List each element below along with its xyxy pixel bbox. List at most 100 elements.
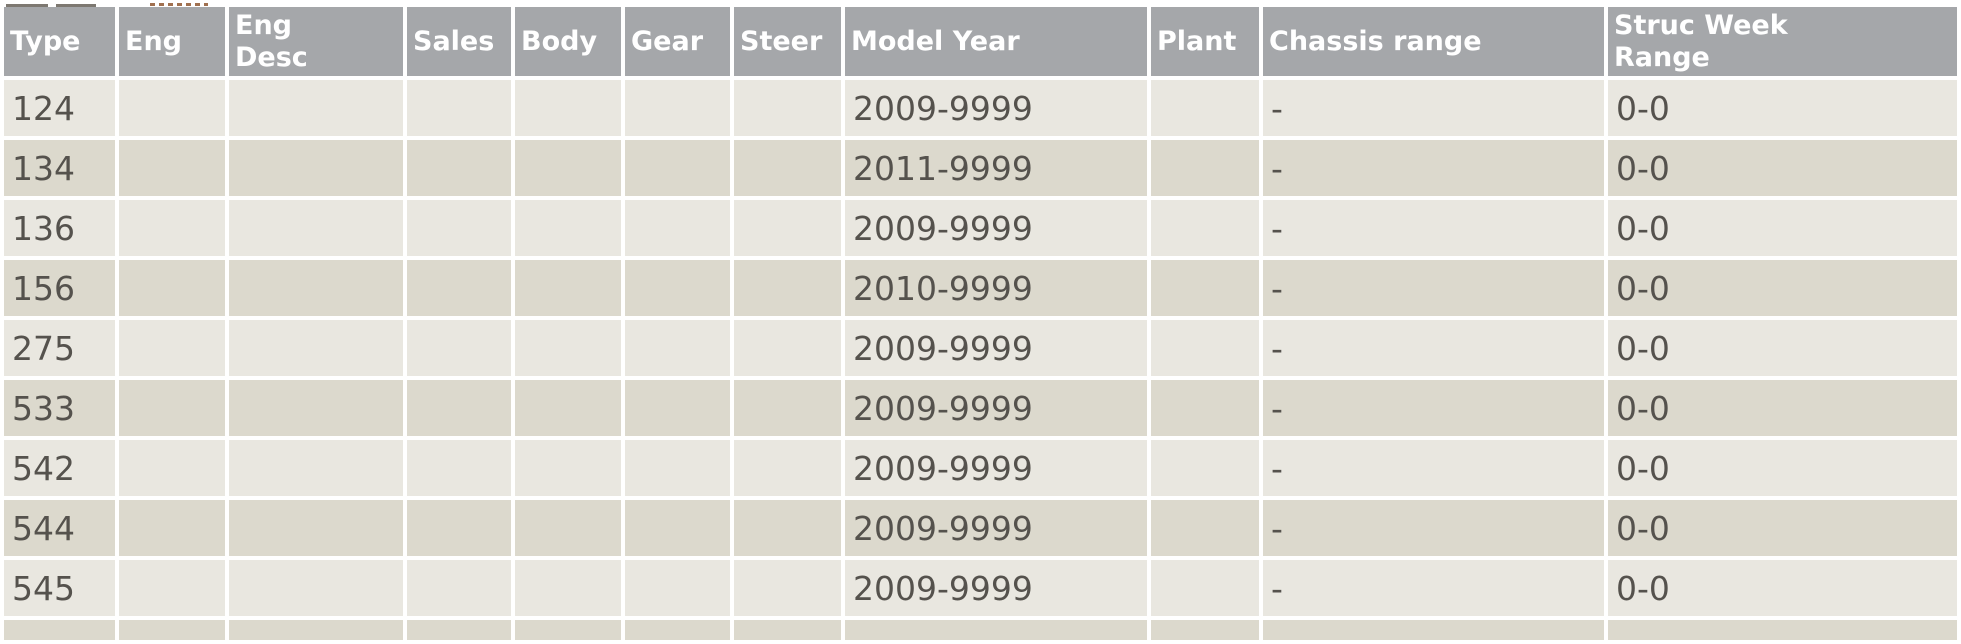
table-header-row: Type Eng Eng Desc Sales Body Gear Steer … (4, 7, 1957, 76)
cell-body (515, 320, 621, 376)
cell-type: 545 (4, 560, 115, 616)
cell-gear (625, 380, 730, 436)
cell-plant (1151, 320, 1259, 376)
cell-sales (407, 620, 511, 640)
cell-struc-week-range: 0-0 (1608, 200, 1957, 256)
column-header-type: Type (4, 7, 115, 76)
cell-chassis-range: - (1263, 500, 1604, 556)
cell-sales (407, 260, 511, 316)
cell-eng (119, 500, 225, 556)
cell-gear (625, 500, 730, 556)
cell-model-year: 2009-9999 (845, 560, 1147, 616)
cell-steer (734, 620, 841, 640)
cell-eng-desc (229, 440, 403, 496)
cell-body (515, 500, 621, 556)
cell-eng-desc (229, 380, 403, 436)
cropped-text-fragment (56, 4, 96, 7)
cell-eng-desc (229, 140, 403, 196)
column-header-eng: Eng (119, 7, 225, 76)
cell-plant (1151, 440, 1259, 496)
table-row[interactable]: 156 2010-9999 - 0-0 (4, 260, 1957, 316)
cell-sales (407, 80, 511, 136)
cell-model-year: 2009-9999 (845, 200, 1147, 256)
cell-gear (625, 440, 730, 496)
column-header-eng-desc: Eng Desc (229, 7, 403, 76)
column-header-sales: Sales (407, 7, 511, 76)
cell-chassis-range: - (1263, 380, 1604, 436)
cell-struc-week-range: 0-0 (1608, 440, 1957, 496)
cell-struc-week-range: 0-0 (1608, 80, 1957, 136)
table-row[interactable]: 533 2009-9999 - 0-0 (4, 380, 1957, 436)
cell-gear (625, 80, 730, 136)
cell-sales (407, 440, 511, 496)
cell-body (515, 560, 621, 616)
cell-gear (625, 200, 730, 256)
column-header-steer: Steer (734, 7, 841, 76)
cell-struc-week-range: 0-0 (1608, 500, 1957, 556)
cell-eng-desc (229, 200, 403, 256)
cell-gear (625, 320, 730, 376)
cell-steer (734, 200, 841, 256)
table-row[interactable]: 544 2009-9999 - 0-0 (4, 500, 1957, 556)
cell-type: 134 (4, 140, 115, 196)
cell-sales (407, 200, 511, 256)
cell-steer (734, 440, 841, 496)
cell-body (515, 380, 621, 436)
cell-type: 275 (4, 320, 115, 376)
table-row[interactable]: 545 2009-9999 - 0-0 (4, 560, 1957, 616)
cell-eng-desc (229, 620, 403, 640)
column-header-model-year: Model Year (845, 7, 1147, 76)
cell-body (515, 200, 621, 256)
cropped-text-fragment (6, 4, 48, 7)
cell-struc-week-range: 0-0 (1608, 140, 1957, 196)
table-row[interactable]: 542 2009-9999 - 0-0 (4, 440, 1957, 496)
table-row[interactable]: 134 2011-9999 - 0-0 (4, 140, 1957, 196)
cell-struc-week-range (1608, 620, 1957, 640)
column-header-plant: Plant (1151, 7, 1259, 76)
cell-eng (119, 380, 225, 436)
cell-eng-desc (229, 320, 403, 376)
cell-gear (625, 620, 730, 640)
cell-eng (119, 80, 225, 136)
cell-eng (119, 440, 225, 496)
cell-body (515, 620, 621, 640)
table-body: 124 2009-9999 - 0-0 134 2011-9999 - 0-0 … (4, 80, 1957, 640)
cell-struc-week-range: 0-0 (1608, 560, 1957, 616)
table-row[interactable]: 275 2009-9999 - 0-0 (4, 320, 1957, 376)
cell-body (515, 80, 621, 136)
cell-plant (1151, 620, 1259, 640)
cell-eng (119, 200, 225, 256)
cell-model-year: 2009-9999 (845, 320, 1147, 376)
cell-eng-desc (229, 80, 403, 136)
cell-eng (119, 260, 225, 316)
cell-chassis-range (1263, 620, 1604, 640)
cell-struc-week-range: 0-0 (1608, 380, 1957, 436)
cell-model-year: 2009-9999 (845, 80, 1147, 136)
column-header-struc-week-range: Struc Week Range (1608, 7, 1957, 76)
cell-plant (1151, 260, 1259, 316)
cell-eng-desc (229, 500, 403, 556)
cell-model-year: 2009-9999 (845, 380, 1147, 436)
cell-plant (1151, 560, 1259, 616)
cell-steer (734, 380, 841, 436)
cell-steer (734, 500, 841, 556)
cell-sales (407, 380, 511, 436)
cell-chassis-range: - (1263, 440, 1604, 496)
table-row[interactable]: 136 2009-9999 - 0-0 (4, 200, 1957, 256)
cell-eng (119, 620, 225, 640)
cropped-next-row (4, 620, 1957, 640)
cell-body (515, 440, 621, 496)
cell-type: 533 (4, 380, 115, 436)
cell-chassis-range: - (1263, 80, 1604, 136)
cell-eng-desc (229, 560, 403, 616)
cropped-text-fragment (150, 3, 208, 6)
cropped-content-above (0, 3, 1961, 8)
cell-chassis-range: - (1263, 200, 1604, 256)
cell-sales (407, 500, 511, 556)
table-row[interactable]: 124 2009-9999 - 0-0 (4, 80, 1957, 136)
column-header-chassis-range: Chassis range (1263, 7, 1604, 76)
cell-type: 156 (4, 260, 115, 316)
cell-body (515, 140, 621, 196)
cell-sales (407, 560, 511, 616)
cell-steer (734, 260, 841, 316)
